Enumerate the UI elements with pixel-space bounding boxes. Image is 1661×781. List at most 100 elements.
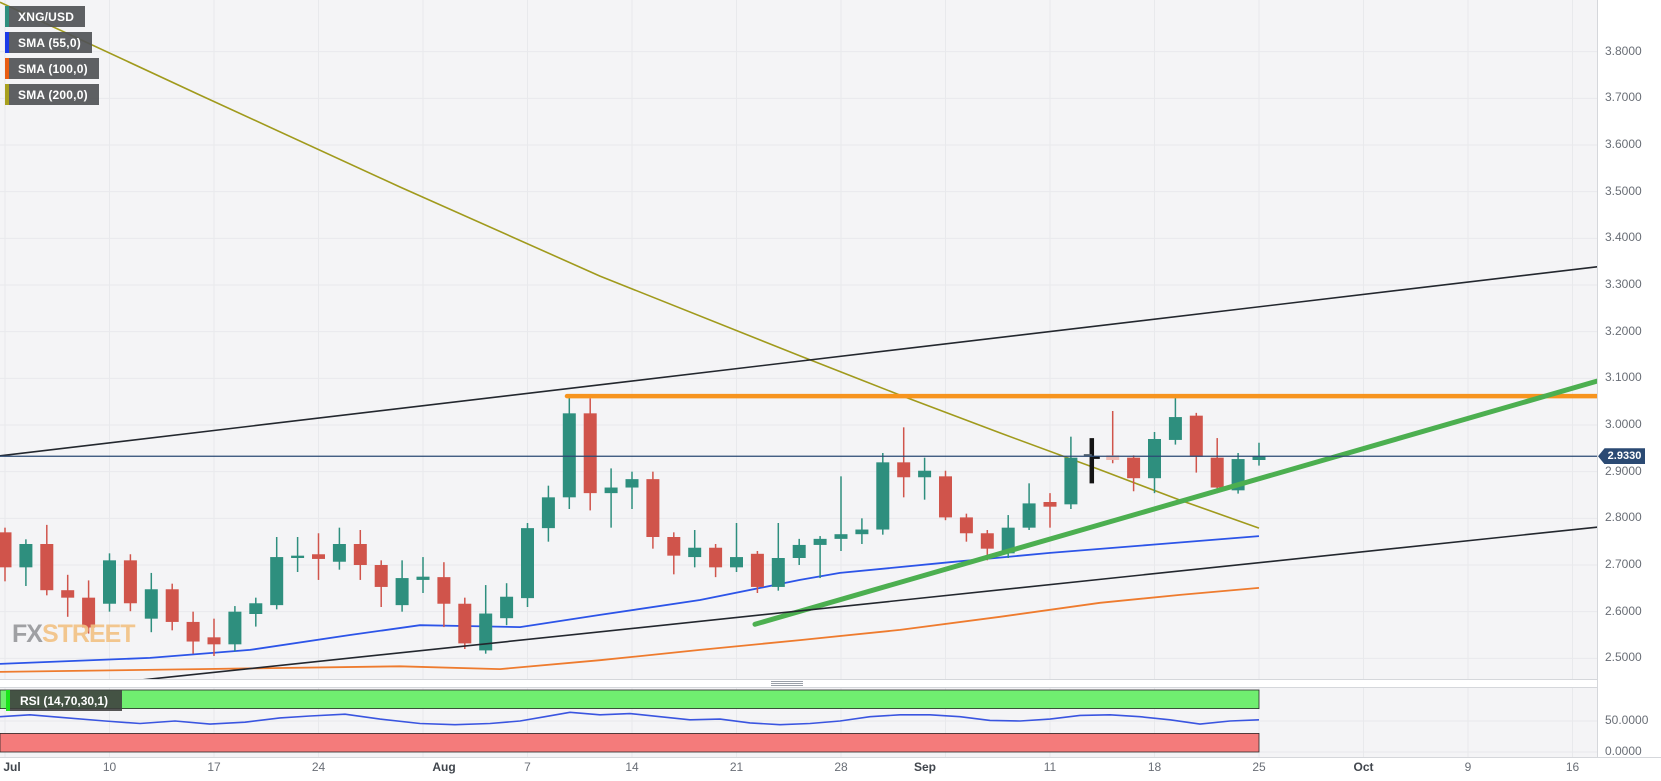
candle-body	[395, 578, 409, 606]
candle[interactable]	[1252, 442, 1266, 466]
candle-body	[1106, 455, 1120, 460]
candle[interactable]	[437, 562, 451, 628]
rsi-indicator-legend[interactable]: RSI (14,70,30,1)	[6, 690, 123, 711]
candle[interactable]	[625, 471, 639, 509]
candle[interactable]	[165, 583, 179, 631]
candle[interactable]	[40, 524, 54, 596]
candle[interactable]	[395, 560, 409, 612]
candle-body	[709, 547, 723, 568]
candle[interactable]	[562, 394, 576, 509]
candle[interactable]	[1043, 493, 1057, 528]
candle-body	[270, 557, 284, 606]
candle[interactable]	[1083, 438, 1100, 484]
candle[interactable]	[103, 553, 116, 612]
candle[interactable]	[918, 457, 932, 500]
candle[interactable]	[458, 597, 472, 649]
legend-item-sma200[interactable]: SMA (200,0)	[5, 84, 99, 105]
price-tick-label: 2.7000	[1605, 556, 1642, 571]
candle-body	[458, 603, 472, 644]
channel-upper-trendline[interactable]	[0, 265, 1598, 457]
candle-body	[103, 560, 116, 604]
candle[interactable]	[771, 522, 785, 591]
candle[interactable]	[583, 398, 597, 511]
candle[interactable]	[730, 522, 743, 572]
sma200-color-bar	[5, 84, 9, 105]
candle[interactable]	[1168, 397, 1182, 445]
sma100-line	[0, 587, 1260, 673]
candle[interactable]	[228, 606, 242, 652]
candle-body	[897, 462, 911, 478]
candle[interactable]	[353, 529, 367, 580]
candle[interactable]	[855, 518, 869, 544]
candle[interactable]	[82, 580, 96, 634]
candle[interactable]	[959, 513, 973, 542]
candle[interactable]	[186, 611, 200, 654]
candle[interactable]	[19, 539, 33, 586]
legend-item-sma55[interactable]: SMA (55,0)	[5, 32, 92, 53]
candle-body	[583, 413, 597, 494]
candle[interactable]	[1022, 483, 1036, 530]
candle[interactable]	[270, 536, 284, 610]
candle[interactable]	[521, 522, 534, 607]
candle[interactable]	[374, 560, 388, 607]
candle-body	[332, 543, 346, 562]
candle[interactable]	[291, 536, 305, 572]
candle-body	[750, 553, 764, 587]
candle[interactable]	[604, 468, 618, 528]
candle-body	[1127, 457, 1141, 479]
time-tick-label: 17	[207, 760, 221, 774]
candle-body	[813, 538, 827, 545]
candle[interactable]	[1148, 431, 1161, 494]
legend-item-sma100[interactable]: SMA (100,0)	[5, 58, 99, 79]
candle[interactable]	[646, 471, 660, 549]
time-tick-label: 21	[729, 760, 744, 774]
pane-resize-handle[interactable]	[771, 680, 803, 687]
candle-body	[500, 596, 514, 619]
candle[interactable]	[750, 550, 764, 593]
candle[interactable]	[834, 476, 848, 551]
rsi-tick-label: 50.0000	[1605, 713, 1649, 727]
ascending-support-trendline[interactable]	[752, 378, 1600, 627]
candle[interactable]	[1106, 410, 1120, 464]
candle-body	[479, 613, 493, 651]
candle[interactable]	[792, 538, 806, 565]
time-tick-label: 25	[1252, 760, 1266, 774]
channel-lower-trendline[interactable]	[142, 526, 1598, 681]
candle[interactable]	[312, 533, 325, 580]
candle[interactable]	[416, 557, 430, 593]
candle[interactable]	[709, 543, 723, 578]
symbol-label: XNG/USD	[9, 6, 86, 27]
candle[interactable]	[0, 527, 12, 582]
candle-body	[1252, 456, 1266, 460]
candle-body	[771, 557, 785, 587]
candle[interactable]	[541, 485, 555, 542]
price-tick-label: 2.9000	[1605, 463, 1642, 478]
candle[interactable]	[688, 529, 702, 568]
candle[interactable]	[939, 470, 952, 521]
symbol-color-bar	[5, 6, 9, 27]
candle[interactable]	[897, 427, 911, 498]
rsi-label: RSI (14,70,30,1)	[10, 690, 123, 711]
candle[interactable]	[500, 583, 514, 626]
candle[interactable]	[479, 585, 493, 654]
candle-body	[1210, 457, 1224, 488]
candle[interactable]	[1064, 436, 1078, 509]
candle[interactable]	[1127, 455, 1141, 492]
candle[interactable]	[144, 572, 158, 633]
price-tick-label: 2.8000	[1605, 510, 1642, 525]
candle[interactable]	[876, 452, 890, 535]
candle[interactable]	[123, 554, 137, 612]
candle-body	[228, 611, 242, 645]
candle[interactable]	[61, 574, 75, 617]
candle[interactable]	[249, 597, 263, 627]
candle-body	[918, 470, 932, 478]
candle[interactable]	[813, 536, 827, 579]
candle[interactable]	[1189, 412, 1203, 473]
candle[interactable]	[1210, 438, 1224, 494]
legend-item-symbol[interactable]: XNG/USD	[5, 6, 86, 27]
candle[interactable]	[207, 618, 221, 656]
candle[interactable]	[667, 532, 681, 575]
candle-body	[123, 560, 137, 604]
candle[interactable]	[332, 527, 346, 570]
